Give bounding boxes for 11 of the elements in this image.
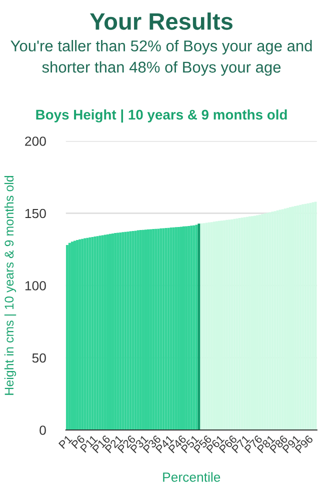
y-axis-title: Height in cms | 10 years & 9 months old [4,176,16,395]
y-tick-label: 150 [25,208,46,218]
y-tick-label: 50 [32,353,46,363]
x-tick-label: P1 [58,434,72,449]
y-tick-label: 0 [40,426,46,435]
chart-title: Boys Height | 10 years & 9 months old [36,109,287,123]
chart-subtitle: You're taller than 52% of Boys your age and shorter than 48% of Boys your age [10,40,312,76]
text: Your Results [90,12,232,30]
y-tick-label: 100 [25,281,46,290]
y-tick-label: 200 [25,136,46,146]
x-axis-title: Percentile [163,472,220,482]
